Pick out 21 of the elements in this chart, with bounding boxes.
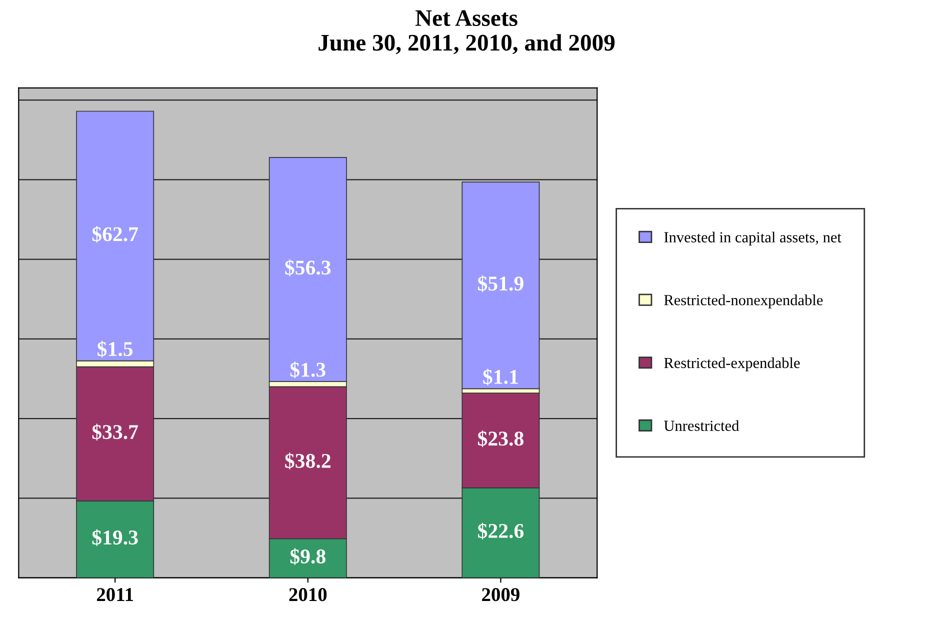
data-label: $22.6 — [478, 522, 524, 540]
legend-label: Invested in capital assets, net — [664, 232, 842, 246]
legend-label: Unrestricted — [664, 420, 740, 431]
legend-label: Restricted-nonexpendable — [664, 294, 823, 308]
legend-label: Restricted-expendable — [664, 357, 800, 372]
data-label: $56.3 — [285, 259, 331, 276]
data-label: $38.2 — [285, 452, 330, 470]
bar — [462, 182, 540, 390]
chart-title: Net Assets June 30, 2011, 2010, and 2009 — [318, 10, 615, 54]
data-label: $33.7 — [92, 424, 138, 440]
x-tick-label: 2011 — [96, 588, 133, 602]
x-tick-label: 2009 — [482, 588, 520, 602]
data-label: $1.5 — [98, 340, 133, 358]
data-label: $1.1 — [483, 368, 518, 386]
data-label: $1.3 — [290, 361, 326, 378]
data-label: $23.8 — [478, 430, 524, 448]
data-label: $19.3 — [92, 529, 138, 546]
x-tick-label: 2010 — [289, 588, 327, 602]
data-label: $62.7 — [92, 226, 138, 243]
data-label: $51.9 — [478, 275, 524, 292]
data-label: $9.8 — [290, 548, 326, 565]
